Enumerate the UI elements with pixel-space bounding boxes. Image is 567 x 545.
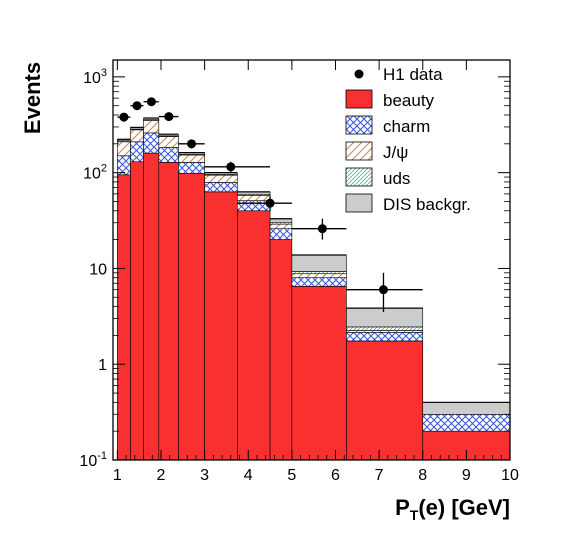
bar-dis-backgr- [422, 402, 511, 415]
y-axis-label: Events [20, 62, 45, 134]
x-axis-label-rest: (e) [GeV] [418, 495, 510, 520]
bar-charm [178, 162, 205, 174]
bar-j- [158, 136, 179, 148]
legend-label-h1-data: H1 data [383, 65, 443, 84]
bar-beauty [158, 162, 179, 461]
bar-dis-backgr- [346, 307, 424, 328]
bar-j- [237, 195, 271, 201]
data-point [378, 285, 388, 295]
y-tick-base: 10 [89, 261, 107, 278]
data-point [265, 198, 275, 208]
legend-item-uds: uds [345, 167, 410, 188]
bar-uds [346, 326, 424, 331]
bar-beauty [143, 152, 160, 461]
bar-charm [291, 277, 347, 287]
bar-j- [130, 129, 144, 143]
bar-j- [269, 223, 293, 229]
bar-charm [204, 182, 238, 193]
x-tick-label: 9 [462, 467, 471, 484]
data-point [187, 139, 197, 149]
x-axis-label-sub: T [410, 507, 419, 523]
bar-beauty [204, 191, 238, 461]
legend-swatch-charm [345, 115, 373, 135]
bar-j- [204, 174, 238, 183]
y-tick-base: 10 [83, 70, 101, 87]
y-tick-exponent: 2 [101, 163, 107, 175]
bar-charm [117, 155, 131, 176]
y-tick-label: 102 [83, 163, 107, 183]
legend-item-charm: charm [345, 115, 430, 136]
x-tick-label: 8 [418, 467, 427, 484]
bar-charm [269, 228, 293, 240]
y-tick-label: 10 [89, 261, 107, 278]
x-axis-label: PT(e) [GeV] [395, 495, 510, 523]
data-point [146, 97, 156, 107]
legend-label-uds: uds [383, 169, 410, 188]
y-tick-exponent: -1 [97, 450, 107, 462]
bar-charm [143, 132, 160, 154]
bar-j- [178, 154, 205, 163]
bar-beauty [130, 161, 144, 461]
legend-swatch-dis-backgr- [345, 193, 373, 213]
bar-charm [237, 200, 271, 212]
y-tick-label: 103 [83, 67, 107, 87]
bar-charm [346, 332, 424, 342]
bar-charm [130, 141, 144, 163]
bar-j- [291, 273, 347, 279]
x-tick-label: 4 [244, 467, 253, 484]
bar-j- [117, 141, 131, 157]
y-tick-label: 10-1 [79, 450, 107, 470]
bar-beauty [117, 174, 131, 461]
data-points [117, 97, 423, 313]
legend-swatch-j- [345, 141, 373, 161]
x-axis: 1 2 3 4 5 6 7 8 9 10 [113, 60, 519, 484]
bar-charm [158, 147, 179, 163]
x-tick-label: 7 [375, 467, 384, 484]
bar-beauty [291, 286, 347, 461]
bar-beauty [237, 210, 271, 461]
plot-frame [112, 59, 511, 461]
data-point [164, 112, 174, 122]
data-point [226, 162, 236, 172]
x-tick-label: 6 [331, 467, 340, 484]
legend-swatch-beauty [345, 89, 373, 109]
y-tick-label: 1 [98, 357, 107, 374]
bar-j- [143, 120, 160, 134]
legend-swatch-uds [345, 167, 373, 187]
legend-label-dis-backgr-: DIS backgr. [383, 195, 471, 214]
legend: H1 data beauty charm J/ψ uds DIS backgr. [345, 65, 471, 214]
data-point [317, 224, 327, 234]
x-tick-label: 5 [287, 467, 296, 484]
legend-label-beauty: beauty [383, 91, 435, 110]
bar-dis-backgr- [291, 254, 347, 272]
bar-charm [422, 413, 511, 432]
legend-marker-h1-data [354, 69, 364, 79]
bar-beauty [178, 173, 205, 461]
bar-uds [291, 271, 347, 275]
legend-label-charm: charm [383, 117, 430, 136]
axes-frame [112, 59, 511, 461]
y-tick-base: 10 [83, 166, 101, 183]
x-tick-label: 1 [113, 467, 122, 484]
legend-item-h1-data: H1 data [354, 65, 443, 84]
plot-area [117, 117, 511, 461]
x-tick-label: 10 [501, 467, 519, 484]
bar-beauty [346, 340, 424, 461]
data-point [119, 112, 129, 122]
legend-label-j-: J/ψ [383, 143, 408, 162]
y-tick-base: 10 [79, 453, 97, 470]
x-tick-label: 2 [157, 467, 166, 484]
legend-item-j-: J/ψ [345, 141, 408, 162]
y-tick-exponent: 3 [101, 67, 107, 79]
x-tick-label: 3 [200, 467, 209, 484]
bar-beauty [269, 239, 293, 461]
x-axis-label-main: P [395, 495, 410, 520]
y-tick-base: 1 [98, 357, 107, 374]
legend-item-dis-backgr-: DIS backgr. [345, 193, 471, 214]
data-point [132, 101, 142, 111]
legend-item-beauty: beauty [345, 89, 435, 110]
